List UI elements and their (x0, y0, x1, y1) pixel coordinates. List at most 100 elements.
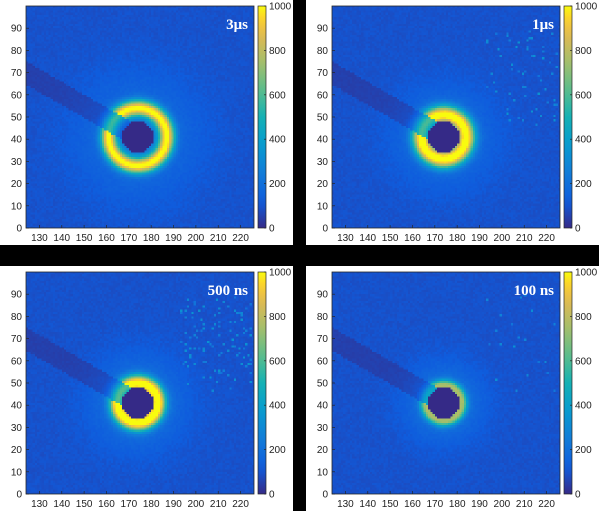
x-tick-label: 170 (120, 233, 137, 244)
x-tick-label: 190 (471, 499, 488, 510)
colorbar-tick-label: 600 (269, 356, 286, 367)
x-tick-label: 140 (53, 499, 70, 510)
y-tick-label: 60 (317, 90, 329, 101)
y-tick-label: 60 (11, 90, 23, 101)
y-tick-label: 20 (11, 179, 23, 190)
y-tick-label: 20 (317, 445, 329, 456)
x-tick-label: 190 (165, 233, 182, 244)
x-tick-label: 220 (232, 233, 249, 244)
x-tick-label: 150 (76, 233, 93, 244)
colorbar-tick-label: 0 (575, 490, 581, 501)
x-tick-label: 220 (232, 499, 249, 510)
y-tick-label: 20 (317, 179, 329, 190)
y-tick-label: 70 (11, 68, 23, 79)
x-tick-label: 170 (426, 233, 443, 244)
x-tick-label: 180 (449, 233, 466, 244)
colorbar (257, 271, 267, 495)
colorbar-tick-label: 800 (575, 46, 592, 57)
y-tick-label: 70 (317, 334, 329, 345)
y-tick-label: 80 (11, 312, 23, 323)
y-tick-label: 90 (317, 290, 329, 301)
x-tick-label: 190 (165, 499, 182, 510)
y-tick-label: 0 (322, 224, 328, 235)
y-tick-label: 30 (317, 423, 329, 434)
chart-panel-0: 0 10 20 30 40 50 60 70 80 90 130 140 150 160 170 180 190… (0, 0, 293, 245)
colorbar-tick-label: 0 (269, 224, 275, 235)
y-tick-label: 0 (16, 224, 22, 235)
y-tick-label: 20 (11, 445, 23, 456)
colorbar (257, 5, 267, 229)
y-tick-label: 80 (317, 312, 329, 323)
y-tick-label: 40 (317, 401, 329, 412)
x-tick-label: 220 (538, 499, 555, 510)
colorbar-tick-label: 600 (575, 356, 592, 367)
panel-title: 100 ns (514, 283, 555, 299)
colorbar (563, 271, 573, 495)
x-tick-label: 210 (516, 499, 533, 510)
y-tick-label: 10 (317, 201, 329, 212)
y-tick-label: 50 (11, 379, 23, 390)
colorbar-tick-label: 1000 (269, 268, 292, 279)
x-tick-label: 170 (426, 499, 443, 510)
y-tick-label: 0 (16, 490, 22, 501)
colorbar-tick-label: 400 (269, 401, 286, 412)
y-tick-label: 0 (322, 490, 328, 501)
x-tick-label: 200 (188, 233, 205, 244)
colorbar-tick-label: 0 (575, 224, 581, 235)
y-tick-label: 80 (317, 46, 329, 57)
colorbar-tick-label: 600 (575, 90, 592, 101)
y-tick-label: 50 (317, 379, 329, 390)
colorbar-tick-label: 400 (269, 135, 286, 146)
colorbar (563, 5, 573, 229)
colorbar-tick-label: 1000 (269, 2, 292, 13)
colorbar-tick-label: 200 (575, 445, 592, 456)
heatmap-image (26, 6, 254, 228)
y-tick-label: 90 (11, 24, 23, 35)
y-tick-label: 40 (317, 135, 329, 146)
heatmap-image (26, 272, 254, 494)
y-tick-label: 70 (11, 334, 23, 345)
colorbar-tick-label: 1000 (575, 2, 598, 13)
x-tick-label: 220 (538, 233, 555, 244)
x-tick-label: 150 (382, 499, 399, 510)
y-tick-label: 40 (11, 135, 23, 146)
x-tick-label: 200 (494, 233, 511, 244)
x-tick-label: 160 (404, 499, 421, 510)
x-tick-label: 160 (98, 499, 115, 510)
y-tick-label: 90 (317, 24, 329, 35)
colorbar-tick-label: 400 (575, 401, 592, 412)
x-tick-label: 160 (98, 233, 115, 244)
x-tick-label: 170 (120, 499, 137, 510)
colorbar-tick-label: 1000 (575, 268, 598, 279)
x-tick-label: 150 (76, 499, 93, 510)
x-tick-label: 200 (494, 499, 511, 510)
chart-panel-1: 0 10 20 30 40 50 60 70 80 90 130 140 150 160 170 180 190… (306, 0, 599, 245)
y-tick-label: 10 (11, 467, 23, 478)
x-tick-label: 130 (337, 499, 354, 510)
colorbar-tick-label: 200 (269, 179, 286, 190)
chart-panel-3: 0 10 20 30 40 50 60 70 80 90 130 140 150 160 170 180 190… (306, 266, 599, 511)
y-tick-label: 50 (317, 113, 329, 124)
panel-title: 3μs (226, 17, 248, 33)
panel-title: 500 ns (208, 283, 249, 299)
x-tick-label: 160 (404, 233, 421, 244)
x-tick-label: 180 (143, 499, 160, 510)
y-tick-label: 60 (317, 356, 329, 367)
y-tick-label: 10 (317, 467, 329, 478)
x-tick-label: 210 (210, 499, 227, 510)
x-tick-label: 130 (337, 233, 354, 244)
x-tick-label: 150 (382, 233, 399, 244)
x-tick-label: 130 (31, 499, 48, 510)
y-tick-label: 50 (11, 113, 23, 124)
y-tick-label: 30 (317, 157, 329, 168)
x-tick-label: 210 (516, 233, 533, 244)
x-tick-label: 210 (210, 233, 227, 244)
y-tick-label: 40 (11, 401, 23, 412)
x-tick-label: 180 (143, 233, 160, 244)
chart-panel-2: 0 10 20 30 40 50 60 70 80 90 130 140 150 160 170 180 190… (0, 266, 293, 511)
x-tick-label: 200 (188, 499, 205, 510)
x-tick-label: 130 (31, 233, 48, 244)
heatmap-image (332, 6, 560, 228)
x-tick-label: 190 (471, 233, 488, 244)
